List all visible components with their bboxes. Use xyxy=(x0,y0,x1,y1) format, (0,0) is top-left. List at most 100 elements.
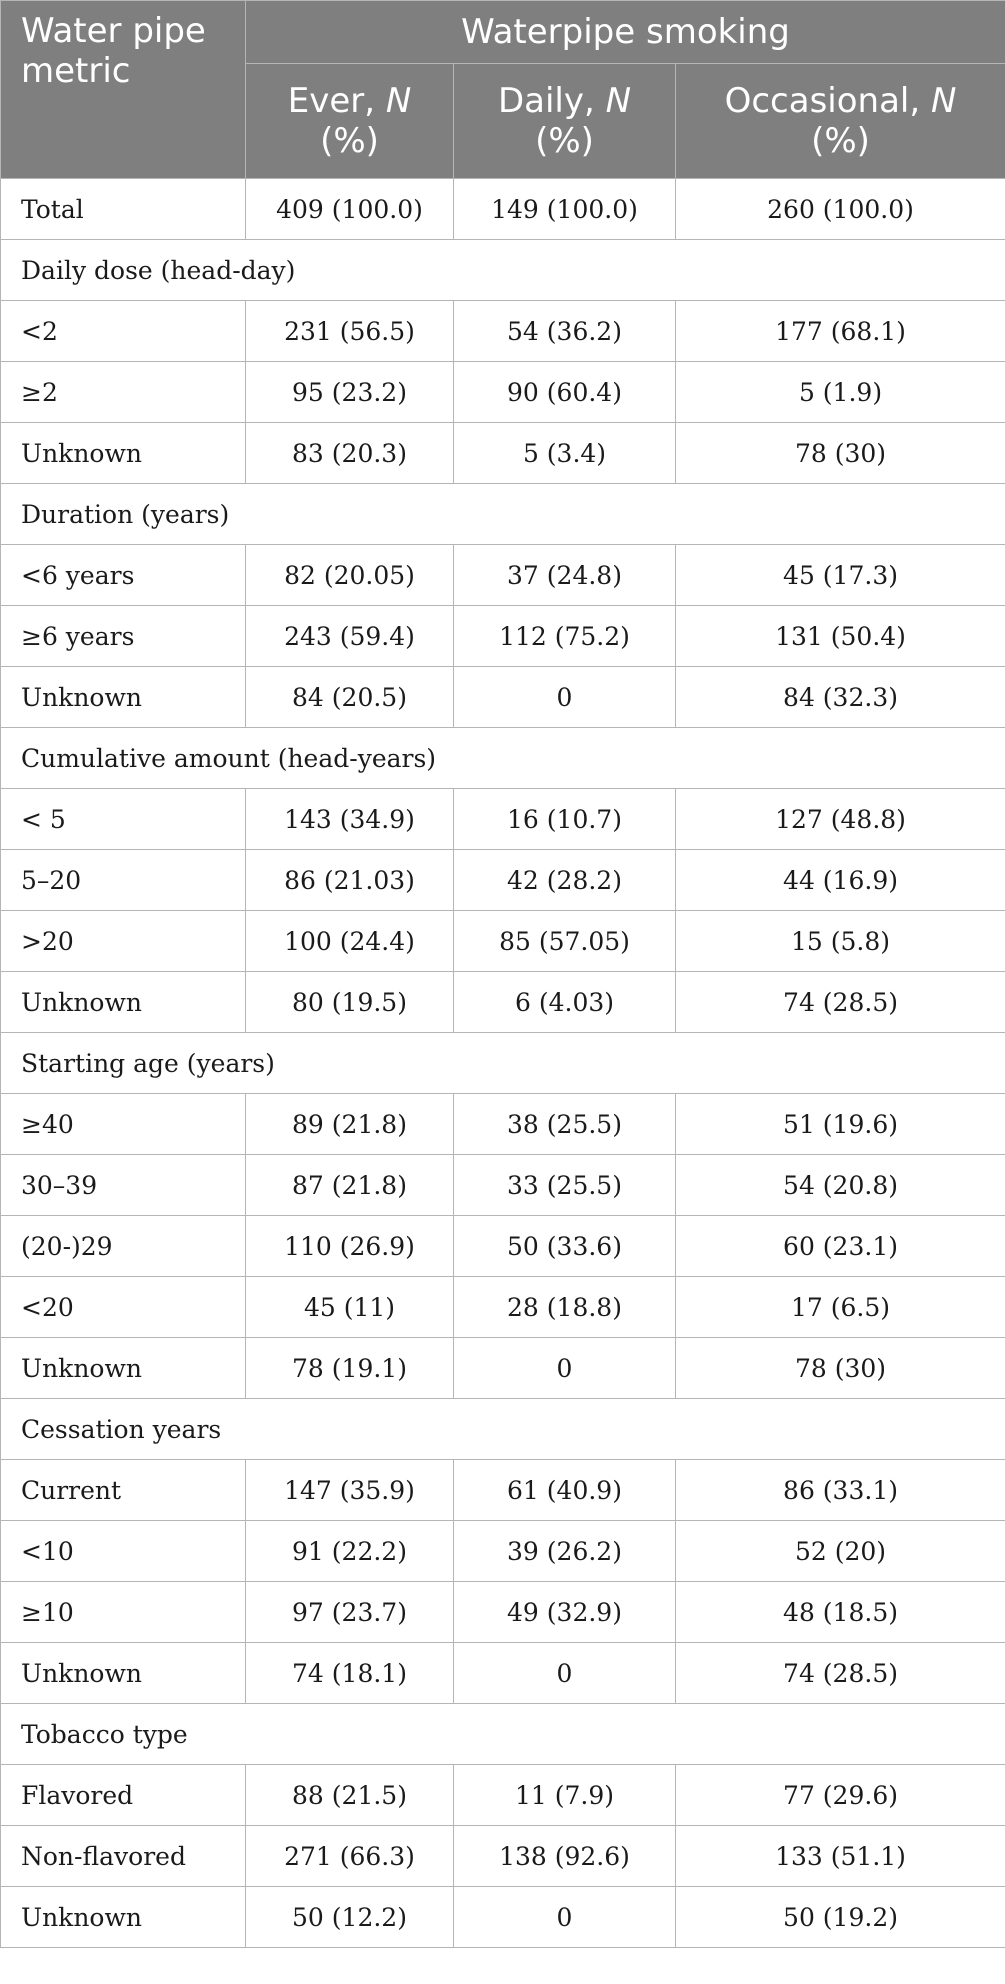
section-label: Cessation years xyxy=(0,1398,1005,1460)
section-label: Tobacco type xyxy=(0,1703,1005,1765)
table-row: <20 45 (11) 28 (18.8) 17 (6.5) xyxy=(0,1276,1005,1338)
daily-value-cell: 11 (7.9) xyxy=(453,1764,676,1826)
row-label: Unknown xyxy=(0,1886,246,1948)
daily-value-cell: 50 (33.6) xyxy=(453,1215,676,1277)
row-label: Total xyxy=(0,178,246,240)
row-label: Unknown xyxy=(0,1337,246,1399)
table-header: Water pipe metric Waterpipe smoking Ever… xyxy=(0,0,1005,179)
ever-value-cell: 143 (34.9) xyxy=(245,788,454,850)
table-row: Unknown 83 (20.3) 5 (3.4) 78 (30) xyxy=(0,422,1005,484)
table-row: Unknown 78 (19.1) 0 78 (30) xyxy=(0,1337,1005,1399)
ever-value-cell: 86 (21.03) xyxy=(245,849,454,911)
daily-value-cell: 37 (24.8) xyxy=(453,544,676,606)
ever-column-header: Ever, N (%) xyxy=(245,63,454,179)
row-label: <2 xyxy=(0,300,246,362)
ever-value-cell: 88 (21.5) xyxy=(245,1764,454,1826)
ever-value-cell: 110 (26.9) xyxy=(245,1215,454,1277)
occasional-value-cell: 15 (5.8) xyxy=(674,910,1005,972)
table-row: Flavored 88 (21.5) 11 (7.9) 77 (29.6) xyxy=(0,1764,1005,1826)
occasional-value-cell: 17 (6.5) xyxy=(674,1276,1005,1338)
table-body: Total 409 (100.0) 149 (100.0) 260 (100.0) Da… xyxy=(0,178,1005,1948)
occasional-value-cell: 77 (29.6) xyxy=(674,1764,1005,1826)
table-row: <2 231 (56.5) 54 (36.2) 177 (68.1) xyxy=(0,300,1005,362)
section-row: Cessation years xyxy=(0,1398,1005,1460)
table-row: Total 409 (100.0) 149 (100.0) 260 (100.0) xyxy=(0,178,1005,240)
section-label: Duration (years) xyxy=(0,483,1005,545)
daily-value-cell: 5 (3.4) xyxy=(453,422,676,484)
row-label: <6 years xyxy=(0,544,246,606)
ever-value-cell: 82 (20.05) xyxy=(245,544,454,606)
section-label: Daily dose (head-day) xyxy=(0,239,1005,301)
table-row: <10 91 (22.2) 39 (26.2) 52 (20) xyxy=(0,1520,1005,1582)
daily-value-cell: 6 (4.03) xyxy=(453,971,676,1033)
occasional-value-cell: 54 (20.8) xyxy=(674,1154,1005,1216)
daily-value-cell: 28 (18.8) xyxy=(453,1276,676,1338)
ever-value-cell: 84 (20.5) xyxy=(245,666,454,728)
row-label: (20-)29 xyxy=(0,1215,246,1277)
occasional-value-cell: 51 (19.6) xyxy=(674,1093,1005,1155)
ever-value-cell: 83 (20.3) xyxy=(245,422,454,484)
ever-value-cell: 91 (22.2) xyxy=(245,1520,454,1582)
section-label: Starting age (years) xyxy=(0,1032,1005,1094)
ever-value-cell: 74 (18.1) xyxy=(245,1642,454,1704)
table-row: ≥6 years 243 (59.4) 112 (75.2) 131 (50.4) xyxy=(0,605,1005,667)
daily-value-cell: 16 (10.7) xyxy=(453,788,676,850)
occasional-value-cell: 50 (19.2) xyxy=(674,1886,1005,1948)
row-label: Non-flavored xyxy=(0,1825,246,1887)
row-label: 5–20 xyxy=(0,849,246,911)
table-row: (20-)29 110 (26.9) 50 (33.6) 60 (23.1) xyxy=(0,1215,1005,1277)
table-row: < 5 143 (34.9) 16 (10.7) 127 (48.8) xyxy=(0,788,1005,850)
occasional-value-cell: 127 (48.8) xyxy=(674,788,1005,850)
row-label: ≥2 xyxy=(0,361,246,423)
daily-value-cell: 42 (28.2) xyxy=(453,849,676,911)
occasional-value-cell: 48 (18.5) xyxy=(674,1581,1005,1643)
table-row: Current 147 (35.9) 61 (40.9) 86 (33.1) xyxy=(0,1459,1005,1521)
occasional-value-cell: 60 (23.1) xyxy=(674,1215,1005,1277)
table-row: ≥40 89 (21.8) 38 (25.5) 51 (19.6) xyxy=(0,1093,1005,1155)
daily-value-cell: 0 xyxy=(453,1886,676,1948)
daily-value-cell: 38 (25.5) xyxy=(453,1093,676,1155)
table-row: Unknown 84 (20.5) 0 84 (32.3) xyxy=(0,666,1005,728)
ever-value-cell: 100 (24.4) xyxy=(245,910,454,972)
row-label: ≥40 xyxy=(0,1093,246,1155)
occasional-value-cell: 52 (20) xyxy=(674,1520,1005,1582)
row-label: 30–39 xyxy=(0,1154,246,1216)
row-label: < 5 xyxy=(0,788,246,850)
occasional-column-header: Occasional, N (%) xyxy=(674,63,1005,179)
row-label: Flavored xyxy=(0,1764,246,1826)
occasional-value-cell: 260 (100.0) xyxy=(674,178,1005,240)
section-row: Starting age (years) xyxy=(0,1032,1005,1094)
daily-value-cell: 33 (25.5) xyxy=(453,1154,676,1216)
occasional-value-cell: 177 (68.1) xyxy=(674,300,1005,362)
table-row: 30–39 87 (21.8) 33 (25.5) 54 (20.8) xyxy=(0,1154,1005,1216)
daily-value-cell: 85 (57.05) xyxy=(453,910,676,972)
daily-value-cell: 138 (92.6) xyxy=(453,1825,676,1887)
daily-value-cell: 149 (100.0) xyxy=(453,178,676,240)
row-label: >20 xyxy=(0,910,246,972)
section-row: Daily dose (head-day) xyxy=(0,239,1005,301)
daily-value-cell: 0 xyxy=(453,1337,676,1399)
section-row: Tobacco type xyxy=(0,1703,1005,1765)
table-row: 5–20 86 (21.03) 42 (28.2) 44 (16.9) xyxy=(0,849,1005,911)
occasional-value-cell: 78 (30) xyxy=(674,1337,1005,1399)
table-row: Non-flavored 271 (66.3) 138 (92.6) 133 (51.… xyxy=(0,1825,1005,1887)
ever-value-cell: 97 (23.7) xyxy=(245,1581,454,1643)
table-row: <6 years 82 (20.05) 37 (24.8) 45 (17.3) xyxy=(0,544,1005,606)
ever-value-cell: 89 (21.8) xyxy=(245,1093,454,1155)
occasional-value-cell: 86 (33.1) xyxy=(674,1459,1005,1521)
ever-value-cell: 95 (23.2) xyxy=(245,361,454,423)
daily-column-header: Daily, N (%) xyxy=(453,63,676,179)
ever-value-cell: 243 (59.4) xyxy=(245,605,454,667)
daily-value-cell: 54 (36.2) xyxy=(453,300,676,362)
ever-value-cell: 147 (35.9) xyxy=(245,1459,454,1521)
row-label: ≥6 years xyxy=(0,605,246,667)
section-label: Cumulative amount (head-years) xyxy=(0,727,1005,789)
table-row: Unknown 74 (18.1) 0 74 (28.5) xyxy=(0,1642,1005,1704)
row-label: Unknown xyxy=(0,666,246,728)
waterpipe-smoking-group-header: Waterpipe smoking xyxy=(244,0,1005,64)
ever-value-cell: 87 (21.8) xyxy=(245,1154,454,1216)
ever-value-cell: 45 (11) xyxy=(245,1276,454,1338)
metric-column-header: Water pipe metric xyxy=(0,0,246,179)
table-row: ≥10 97 (23.7) 49 (32.9) 48 (18.5) xyxy=(0,1581,1005,1643)
